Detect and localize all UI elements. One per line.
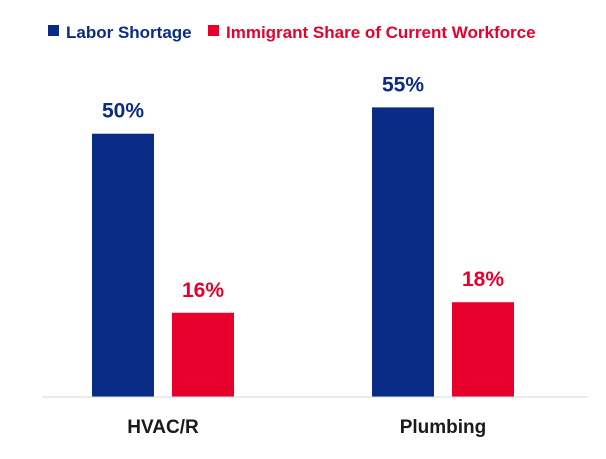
category-label-plumbing: Plumbing xyxy=(400,417,487,438)
x-axis-tick-labels: HVAC/R Plumbing xyxy=(127,417,486,438)
bar-labor-shortage-hvac-r xyxy=(92,133,154,397)
legend-swatch-labor-shortage xyxy=(48,25,59,36)
legend-label-labor-shortage: Labor Shortage xyxy=(66,23,192,42)
legend-swatch-immigrant-share xyxy=(208,25,219,36)
value-label-immigrant-share-of-current-workforce-plumbing: 18% xyxy=(462,268,504,291)
bars-group xyxy=(92,107,514,397)
value-label-immigrant-share-of-current-workforce-hvac-r: 16% xyxy=(182,279,224,302)
legend-label-immigrant-share: Immigrant Share of Current Workforce xyxy=(226,23,536,42)
value-labels-group: 50% 16% 55% 18% xyxy=(102,73,504,301)
bar-immigrant-share-of-current-workforce-hvac-r xyxy=(172,312,234,397)
bar-labor-shortage-plumbing xyxy=(372,107,434,397)
bar-immigrant-share-of-current-workforce-plumbing xyxy=(452,302,514,397)
legend-item-labor-shortage: Labor Shortage xyxy=(48,23,192,42)
legend: Labor Shortage Immigrant Share of Curren… xyxy=(48,23,536,42)
category-label-hvac: HVAC/R xyxy=(127,417,199,438)
legend-item-immigrant-share: Immigrant Share of Current Workforce xyxy=(208,23,536,42)
value-label-labor-shortage-hvac-r: 50% xyxy=(102,100,144,123)
value-label-labor-shortage-plumbing: 55% xyxy=(382,73,424,96)
